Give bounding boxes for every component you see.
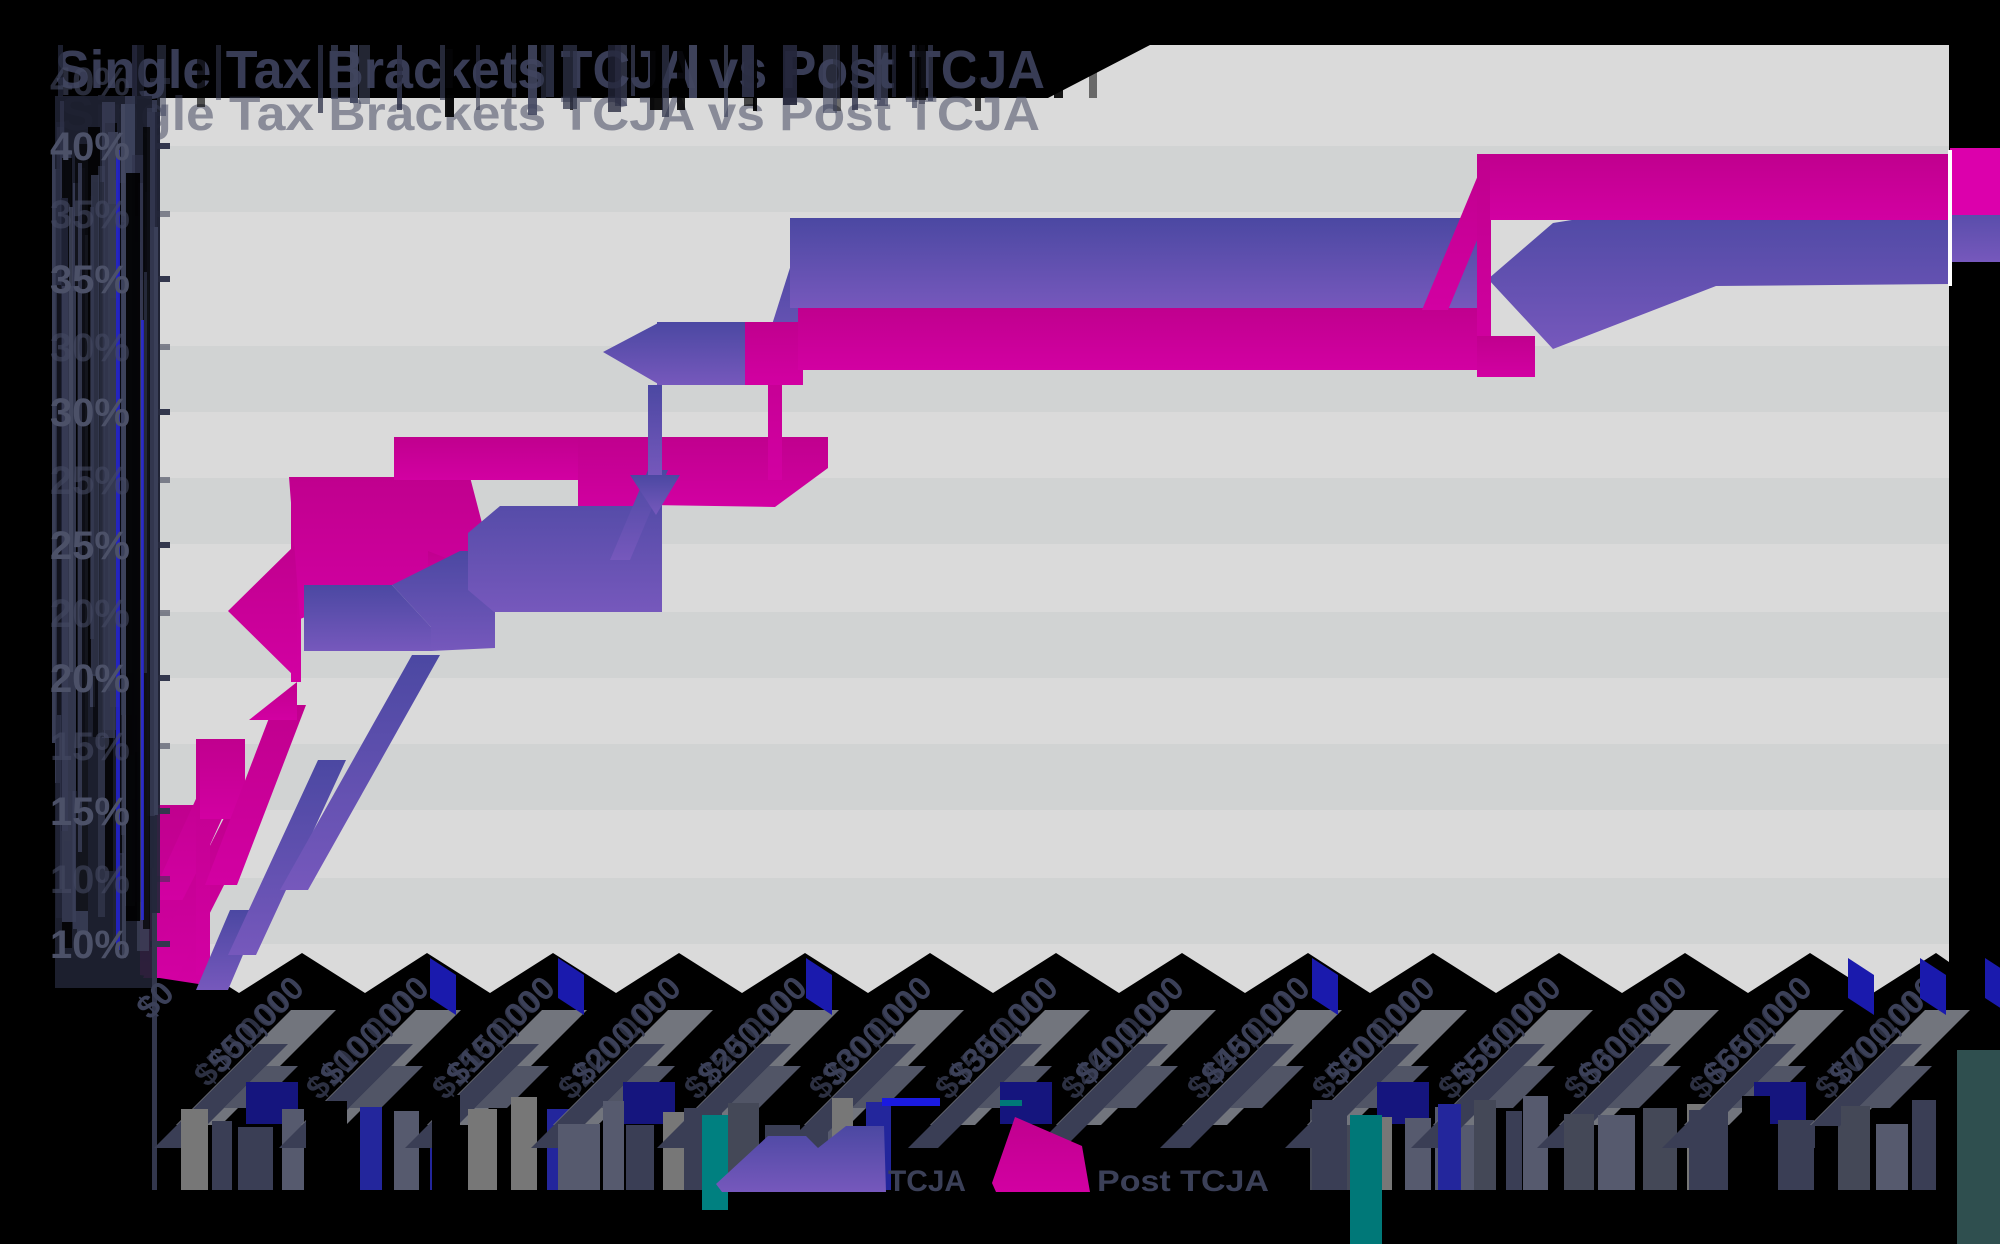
svg-text:40%: 40%	[50, 60, 130, 104]
svg-text:10%: 10%	[50, 858, 130, 902]
svg-text:15%: 15%	[50, 790, 130, 834]
svg-text:Post TCJA: Post TCJA	[1097, 1165, 1269, 1198]
svg-text:40%: 40%	[50, 125, 130, 169]
svg-text:30%: 30%	[50, 391, 130, 435]
svg-text:TCJA: TCJA	[888, 1165, 966, 1198]
svg-text:35%: 35%	[50, 193, 130, 237]
svg-text:10%: 10%	[50, 923, 130, 967]
svg-text:25%: 25%	[50, 459, 130, 503]
svg-text:35%: 35%	[50, 258, 130, 302]
svg-text:15%: 15%	[50, 725, 130, 769]
svg-text:25%: 25%	[50, 524, 130, 568]
svg-text:20%: 20%	[50, 592, 130, 636]
svg-text:20%: 20%	[50, 657, 130, 701]
svg-text:30%: 30%	[50, 326, 130, 370]
